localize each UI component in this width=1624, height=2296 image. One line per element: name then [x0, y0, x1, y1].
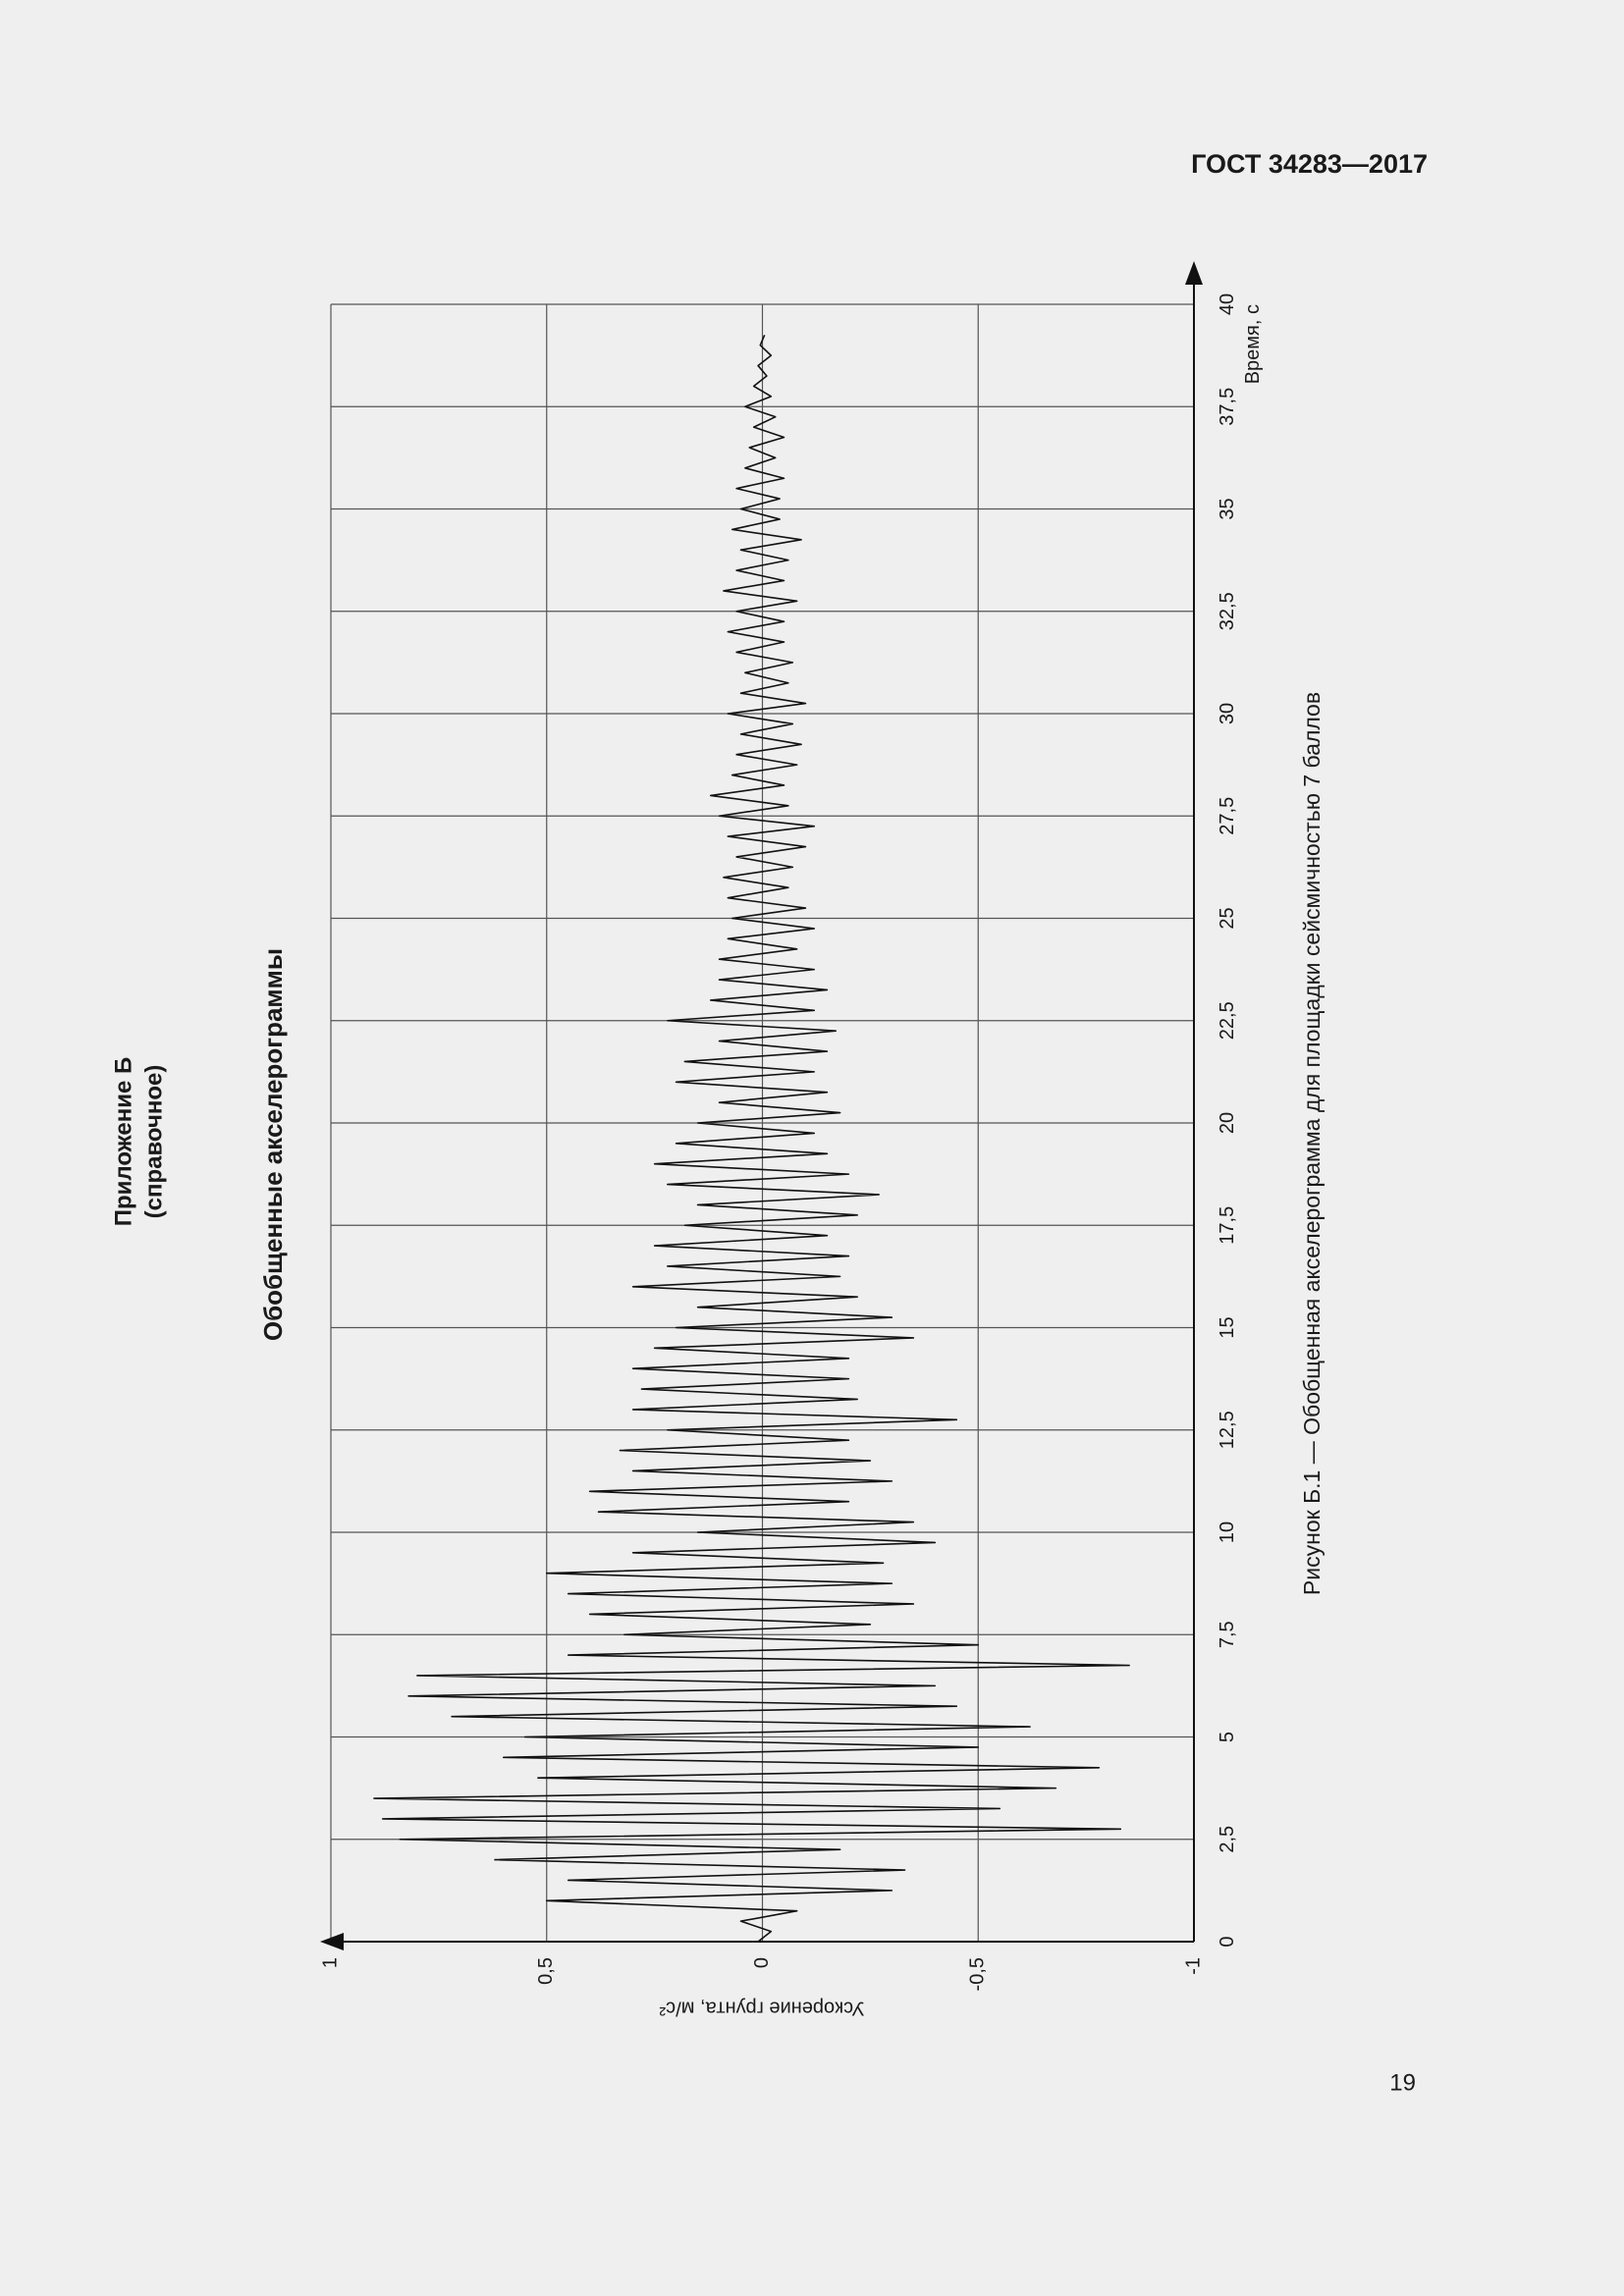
- x-tick-label: 12,5: [1217, 1411, 1238, 1449]
- x-tick-label: 37,5: [1217, 388, 1238, 426]
- x-tick-label: 32,5: [1217, 592, 1238, 630]
- x-tick-label: 22,5: [1217, 1001, 1238, 1040]
- x-tick-label: 20: [1217, 1112, 1238, 1134]
- appendix-title: Приложение Б: [110, 1057, 136, 1227]
- x-tick-label: 25: [1217, 907, 1238, 929]
- x-tick-label: 15: [1217, 1316, 1238, 1338]
- axis-arrow: [320, 1933, 344, 1950]
- appendix-note: (справочное): [140, 1065, 167, 1219]
- page-number: 19: [1389, 2069, 1416, 2096]
- y-tick-label: -1: [1182, 1957, 1204, 1975]
- x-tick-label: 17,5: [1217, 1206, 1238, 1245]
- chart: 02,557,51012,51517,52022,52527,53032,535…: [319, 261, 1264, 2019]
- y-tick-label: -0,5: [967, 1957, 989, 1991]
- x-tick-label: 27,5: [1217, 797, 1238, 835]
- x-tick-label: 0: [1217, 1936, 1238, 1947]
- x-tick-label: 2,5: [1217, 1826, 1238, 1853]
- x-tick-label: 30: [1217, 703, 1238, 724]
- doc-header: ГОСТ 34283—2017: [1191, 149, 1428, 179]
- x-tick-label: 40: [1217, 294, 1238, 315]
- x-tick-label: 35: [1217, 498, 1238, 519]
- y-tick-label: 0: [751, 1957, 773, 1968]
- x-axis-label: Время, с: [1242, 304, 1264, 384]
- y-tick-label: 1: [319, 1957, 341, 1968]
- y-axis-label: Ускорение грунта, м/с²: [659, 1998, 864, 2019]
- figure-caption: Рисунок Б.1 — Обобщенная акселерограмма …: [1299, 692, 1325, 1595]
- x-tick-label: 10: [1217, 1522, 1238, 1543]
- y-tick-label: 0,5: [535, 1957, 557, 1985]
- section-heading: Обобщенные акселерограммы: [258, 948, 288, 1341]
- axis-arrow: [1185, 261, 1203, 285]
- x-tick-label: 5: [1217, 1732, 1238, 1742]
- accelerogram-line: [373, 334, 1130, 1943]
- x-tick-label: 7,5: [1217, 1621, 1238, 1648]
